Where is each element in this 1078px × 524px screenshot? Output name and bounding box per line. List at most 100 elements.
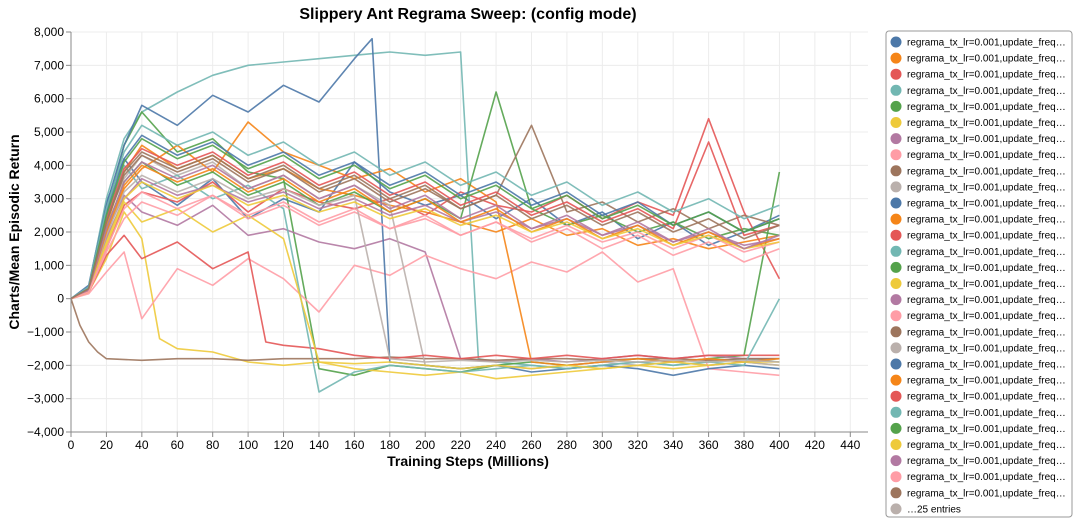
legend-swatch xyxy=(890,310,902,322)
legend-swatch xyxy=(890,100,902,112)
legend-label: regrama_tx_lr=0.001,update_freq… xyxy=(907,199,1066,210)
legend-label: regrama_tx_lr=0.001,update_freq… xyxy=(907,311,1066,322)
y-tick-label: −3,000 xyxy=(27,392,64,406)
x-tick-label: 140 xyxy=(309,438,329,452)
x-tick-label: 160 xyxy=(344,438,364,452)
legend-swatch xyxy=(890,406,902,418)
legend-label: regrama_tx_lr=0.001,update_freq… xyxy=(907,440,1066,451)
series-layer xyxy=(70,37,781,393)
legend-label: regrama_tx_lr=0.001,update_freq… xyxy=(907,231,1066,242)
y-tick-label: 5,000 xyxy=(34,125,64,139)
legend-label: regrama_tx_lr=0.001,update_freq… xyxy=(907,102,1066,113)
series-line-29 xyxy=(70,151,780,300)
legend-label: regrama_tx_lr=0.001,update_freq… xyxy=(907,456,1066,467)
y-tick-label: −2,000 xyxy=(27,358,64,372)
y-tick-label: 7,000 xyxy=(34,58,64,72)
legend-label: regrama_tx_lr=0.001,update_freq… xyxy=(907,424,1066,435)
legend-swatch xyxy=(890,358,902,370)
legend-label: regrama_tx_lr=0.001,update_freq… xyxy=(907,166,1066,177)
chart-title: Slippery Ant Regrama Sweep: (config mode… xyxy=(299,6,636,23)
y-tick-label: 8,000 xyxy=(34,25,64,39)
y-tick-label: 4,000 xyxy=(34,158,64,172)
legend-swatch xyxy=(890,117,902,128)
legend: regrama_tx_lr=0.001,update_freq… regrama_… xyxy=(885,30,1073,518)
legend-swatch xyxy=(890,455,902,467)
legend-label: regrama_tx_lr=0.001,update_freq… xyxy=(907,376,1066,387)
series-line-13 xyxy=(70,234,780,360)
legend-label: regrama_tx_lr=0.001,update_freq… xyxy=(907,70,1066,81)
x-axis-title: Training Steps (Millions) xyxy=(387,453,549,469)
legend-label: regrama_tx_lr=0.001,update_freq… xyxy=(907,472,1066,483)
legend-swatch xyxy=(890,68,902,80)
series-line-6 xyxy=(70,211,780,380)
legend-label: regrama_tx_lr=0.001,update_freq… xyxy=(907,247,1066,258)
legend-swatch xyxy=(890,390,902,402)
x-tick-label: 340 xyxy=(663,438,683,452)
series-line-22 xyxy=(70,164,780,300)
series-line-11 xyxy=(70,37,780,377)
legend-label: regrama_tx_lr=0.001,update_freq… xyxy=(907,360,1066,371)
legend-swatch xyxy=(890,165,902,177)
x-tick-label: 440 xyxy=(840,438,860,452)
legend-label: regrama_tx_lr=0.001,update_freq… xyxy=(907,392,1066,403)
legend-swatch xyxy=(890,181,902,193)
series-line-26 xyxy=(70,181,780,300)
legend-swatch xyxy=(890,326,902,338)
x-tick-label: 100 xyxy=(238,438,258,452)
x-tick-label: 120 xyxy=(274,438,294,452)
series-line-27 xyxy=(70,161,780,300)
series-line-21 xyxy=(70,134,780,300)
legend-swatch xyxy=(890,422,902,434)
x-tick-label: 80 xyxy=(206,438,220,452)
x-tick-label: 380 xyxy=(734,438,754,452)
legend-label: regrama_tx_lr=0.001,update_freq… xyxy=(907,86,1066,97)
legend-label: regrama_tx_lr=0.001,update_freq… xyxy=(907,408,1066,419)
legend-label: regrama_tx_lr=0.001,update_freq… xyxy=(907,134,1066,145)
series-line-23 xyxy=(70,141,780,300)
legend-swatch xyxy=(890,278,902,289)
x-tick-label: 60 xyxy=(171,438,185,452)
legend-box xyxy=(885,30,1073,518)
legend-label: regrama_tx_lr=0.001,update_freq… xyxy=(907,343,1066,354)
x-tick-label: 420 xyxy=(805,438,825,452)
legend-label: regrama_tx_lr=0.001,update_freq… xyxy=(907,118,1066,129)
x-tick-label: 0 xyxy=(68,438,75,452)
legend-label: regrama_tx_lr=0.001,update_freq… xyxy=(907,215,1066,226)
x-tick-label: 360 xyxy=(699,438,719,452)
legend-swatch xyxy=(890,261,902,273)
y-tick-label: −1,000 xyxy=(27,325,64,339)
y-tick-label: 6,000 xyxy=(34,92,64,106)
series-line-19 xyxy=(70,124,780,300)
x-tick-label: 180 xyxy=(380,438,400,452)
x-tick-label: 240 xyxy=(486,438,506,452)
legend-more-label: …25 entries xyxy=(907,504,961,515)
x-tick-label: 20 xyxy=(100,438,114,452)
series-line-16 xyxy=(70,201,780,370)
y-tick-label: −4,000 xyxy=(27,425,64,439)
x-tick-label: 220 xyxy=(451,438,471,452)
legend-swatch xyxy=(890,374,902,386)
x-tick-label: 200 xyxy=(415,438,435,452)
y-tick-label: 3,000 xyxy=(34,192,64,206)
x-tick-label: 260 xyxy=(521,438,541,452)
legend-swatch xyxy=(890,439,902,450)
legend-label: regrama_tx_lr=0.001,update_freq… xyxy=(907,182,1066,193)
legend-label: regrama_tx_lr=0.001,update_freq… xyxy=(907,54,1066,65)
series-line-24 xyxy=(70,124,780,300)
series-line-28 xyxy=(70,191,780,300)
legend-swatch xyxy=(890,487,902,499)
y-tick-label: 0 xyxy=(57,292,64,306)
legend-swatch xyxy=(890,342,902,354)
legend-label: regrama_tx_lr=0.001,update_freq… xyxy=(907,327,1066,338)
legend-label: regrama_tx_lr=0.001,update_freq… xyxy=(907,263,1066,274)
legend-swatch xyxy=(890,84,902,96)
x-tick-label: 280 xyxy=(557,438,577,452)
series-line-12 xyxy=(70,121,780,367)
y-axis-title: Charts/Mean Episodic Return xyxy=(6,134,22,329)
legend-swatch xyxy=(890,213,902,225)
legend-label: regrama_tx_lr=0.001,update_freq… xyxy=(907,279,1066,290)
legend-label: regrama_tx_lr=0.001,update_freq… xyxy=(907,150,1066,161)
series-line-17 xyxy=(70,177,780,300)
x-tick-label: 300 xyxy=(592,438,612,452)
